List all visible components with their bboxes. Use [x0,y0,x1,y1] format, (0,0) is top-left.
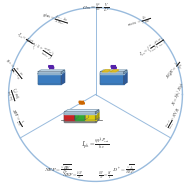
Polygon shape [38,74,62,84]
Text: $I_{ph} = \left(\frac{\eta q}{hc}\right)\left(\frac{P_{LCP}}{hc}\right)$: $I_{ph} = \left(\frac{\eta q}{hc}\right)… [137,34,168,60]
Polygon shape [100,72,127,74]
Polygon shape [64,112,96,114]
Polygon shape [85,112,99,114]
Polygon shape [64,112,78,114]
Polygon shape [64,120,96,122]
Polygon shape [100,72,124,74]
Polygon shape [100,70,127,72]
Polygon shape [75,112,88,114]
Polygon shape [62,72,65,84]
Polygon shape [38,70,65,72]
Polygon shape [96,110,99,114]
Text: $D^* = \frac{\sqrt{A}}{NEP}$: $D^* = \frac{\sqrt{A}}{NEP}$ [112,164,135,176]
Polygon shape [96,112,99,120]
Polygon shape [100,74,124,84]
Polygon shape [85,112,88,120]
Polygon shape [62,70,65,74]
Text: $\frac{I_{ph}(out)}{I_{ph}(in)}$: $\frac{I_{ph}(out)}{I_{ph}(in)}$ [2,86,21,103]
Polygon shape [102,70,110,72]
Text: $I_{ph} = \frac{AkT}{q}\ln\left(1+\frac{\eta q\lambda P_{opt}}{I_{ph}hc}\right)$: $I_{ph} = \frac{AkT}{q}\ln\left(1+\frac{… [13,29,56,64]
Text: $g_{ph} = \frac{I_L-I_R}{\frac{1}{2}(I_L+I_R)}$: $g_{ph} = \frac{I_L-I_R}{\frac{1}{2}(I_L… [1,56,26,82]
Polygon shape [64,118,99,120]
Polygon shape [124,72,127,84]
Text: $NEF = \frac{\delta N}{N}$: $NEF = \frac{\delta N}{N}$ [62,171,83,182]
Text: $G_m = \frac{\eta e}{hc}\cdot\frac{V}{L^2}$: $G_m = \frac{\eta e}{hc}\cdot\frac{V}{L^… [82,2,109,15]
Polygon shape [38,72,65,74]
Text: $g_{lum} = \frac{A_L - A_R}{Abs_{corr}}$: $g_{lum} = \frac{A_L - A_R}{Abs_{corr}}$ [40,9,69,29]
Text: $\frac{I_{signal}}{I_{noise}} = SNR$: $\frac{I_{signal}}{I_{noise}} = SNR$ [163,105,185,131]
Text: $EQE = \frac{hc}{\eta\lambda e}$: $EQE = \frac{hc}{\eta\lambda e}$ [164,58,188,84]
Polygon shape [64,114,75,120]
Text: $I_{ph} = \frac{\eta q\lambda P_{opt}}{hc}$: $I_{ph} = \frac{\eta q\lambda P_{opt}}{h… [81,137,110,152]
Polygon shape [75,112,78,120]
Polygon shape [85,114,96,120]
Polygon shape [96,118,99,122]
Text: $BW = \frac{1}{2\pi\tau}$: $BW = \frac{1}{2\pi\tau}$ [6,107,26,129]
Polygon shape [75,114,85,120]
Polygon shape [38,72,62,74]
Text: $R = I_{ph}/P_{opt}$: $R = I_{ph}/P_{opt}$ [169,81,188,108]
Polygon shape [64,110,99,112]
Polygon shape [110,70,119,72]
Text: $\frac{\delta N}{N} = \frac{\delta I}{I}$: $\frac{\delta N}{N} = \frac{\delta I}{I}… [98,171,112,182]
Text: $NEP = \frac{\sqrt{BW}}{D^*}$: $NEP = \frac{\sqrt{BW}}{D^*}$ [44,164,71,177]
Text: $r_{noise} = \frac{I_D}{\sqrt{BW}}$: $r_{noise} = \frac{I_D}{\sqrt{BW}}$ [126,13,154,33]
Polygon shape [124,70,127,74]
